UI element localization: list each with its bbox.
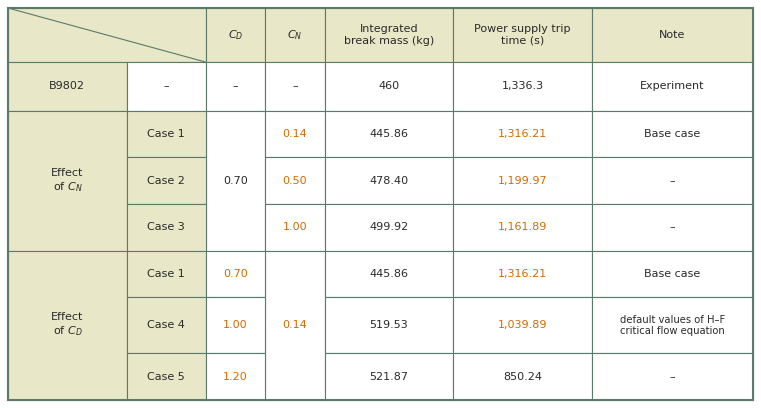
Text: 1,316.21: 1,316.21 <box>498 129 547 139</box>
Text: 478.40: 478.40 <box>369 176 409 186</box>
Bar <box>325 157 454 204</box>
Text: B9802: B9802 <box>49 82 85 91</box>
Text: 1.00: 1.00 <box>223 320 248 330</box>
Bar <box>592 353 753 400</box>
Text: Case 1: Case 1 <box>148 129 185 139</box>
Bar <box>266 157 325 204</box>
Text: 1,039.89: 1,039.89 <box>498 320 547 330</box>
Text: Case 1: Case 1 <box>148 269 185 279</box>
Text: 1,316.21: 1,316.21 <box>498 269 547 279</box>
Text: –: – <box>670 372 675 381</box>
Text: Case 2: Case 2 <box>148 176 185 186</box>
Bar <box>592 204 753 251</box>
Text: 1,161.89: 1,161.89 <box>498 222 547 232</box>
Bar <box>454 111 592 157</box>
Text: 519.53: 519.53 <box>370 320 409 330</box>
Text: 0.70: 0.70 <box>223 269 248 279</box>
Bar <box>8 62 127 111</box>
Bar <box>325 62 454 111</box>
Bar <box>592 62 753 111</box>
Bar <box>206 8 266 62</box>
Text: Base case: Base case <box>645 269 700 279</box>
Text: –: – <box>233 82 238 91</box>
Bar <box>592 251 753 297</box>
Text: 445.86: 445.86 <box>369 129 409 139</box>
Text: 499.92: 499.92 <box>369 222 409 232</box>
Bar <box>454 157 592 204</box>
Bar <box>454 297 592 353</box>
Bar <box>206 353 266 400</box>
Text: Base case: Base case <box>645 129 700 139</box>
Bar <box>325 297 454 353</box>
Text: 521.87: 521.87 <box>369 372 409 381</box>
Text: Note: Note <box>659 30 686 40</box>
Bar <box>454 62 592 111</box>
Bar <box>127 353 206 400</box>
Bar <box>266 251 325 400</box>
Bar <box>592 297 753 353</box>
Text: 1,199.97: 1,199.97 <box>498 176 547 186</box>
Bar <box>592 8 753 62</box>
Text: 0.70: 0.70 <box>223 176 248 186</box>
Text: 0.14: 0.14 <box>282 320 307 330</box>
Bar <box>206 62 266 111</box>
Text: 460: 460 <box>378 82 400 91</box>
Text: Case 3: Case 3 <box>148 222 185 232</box>
Bar <box>592 157 753 204</box>
Text: Case 5: Case 5 <box>148 372 185 381</box>
Bar <box>127 297 206 353</box>
Text: –: – <box>670 176 675 186</box>
Bar <box>127 111 206 157</box>
Bar <box>454 353 592 400</box>
Bar <box>8 8 206 62</box>
Text: default values of H–F
critical flow equation: default values of H–F critical flow equa… <box>619 315 725 336</box>
Text: 0.14: 0.14 <box>282 129 307 139</box>
Bar <box>127 251 206 297</box>
Bar <box>266 8 325 62</box>
Text: –: – <box>670 222 675 232</box>
Bar <box>266 111 325 157</box>
Bar <box>206 297 266 353</box>
Bar <box>206 111 266 251</box>
Bar <box>266 62 325 111</box>
Text: 0.50: 0.50 <box>282 176 307 186</box>
Text: Effect
of $C_D$: Effect of $C_D$ <box>51 313 84 338</box>
Bar <box>127 204 206 251</box>
Bar <box>325 204 454 251</box>
Bar <box>325 353 454 400</box>
Bar <box>454 8 592 62</box>
Text: 850.24: 850.24 <box>503 372 542 381</box>
Bar <box>454 204 592 251</box>
Bar <box>206 251 266 297</box>
Text: $C_D$: $C_D$ <box>228 28 244 42</box>
Text: Power supply trip
time (s): Power supply trip time (s) <box>474 24 571 46</box>
Bar <box>325 8 454 62</box>
Text: –: – <box>164 82 169 91</box>
Text: Experiment: Experiment <box>640 82 705 91</box>
Bar <box>8 251 127 400</box>
Bar <box>127 62 206 111</box>
Text: –: – <box>292 82 298 91</box>
Bar <box>8 111 127 251</box>
Text: 1.20: 1.20 <box>223 372 248 381</box>
Bar <box>592 111 753 157</box>
Bar <box>325 111 454 157</box>
Bar <box>325 251 454 297</box>
Text: Integrated
break mass (kg): Integrated break mass (kg) <box>344 24 434 46</box>
Text: 445.86: 445.86 <box>369 269 409 279</box>
Text: Case 4: Case 4 <box>148 320 185 330</box>
Bar <box>454 251 592 297</box>
Bar <box>266 204 325 251</box>
Text: 1,336.3: 1,336.3 <box>501 82 543 91</box>
Text: $C_N$: $C_N$ <box>287 28 303 42</box>
Bar <box>127 157 206 204</box>
Text: Effect
of $C_N$: Effect of $C_N$ <box>51 168 84 193</box>
Text: 1.00: 1.00 <box>282 222 307 232</box>
